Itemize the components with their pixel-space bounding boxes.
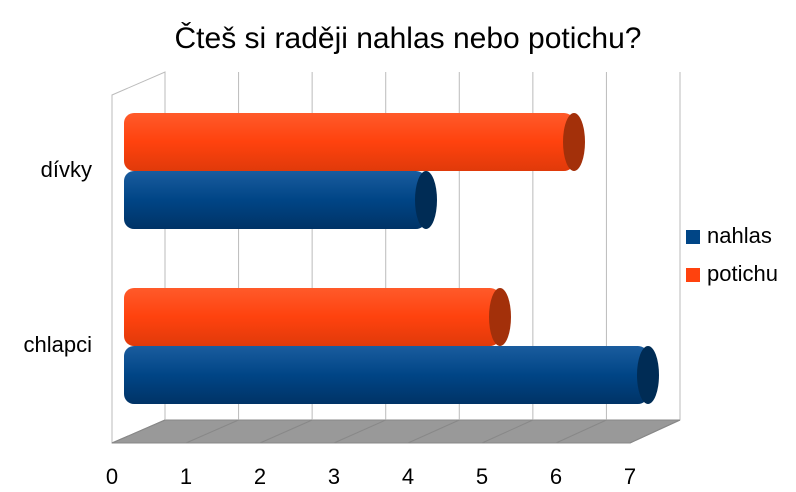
floor-grid-line <box>111 419 166 444</box>
x-tick-label: 3 <box>328 464 340 489</box>
bar-cap <box>563 113 585 171</box>
floor-grid-line <box>481 419 534 444</box>
y-tick-label: dívky <box>41 157 92 182</box>
x-tick-label: 4 <box>402 464 414 489</box>
floor-grid-line <box>555 419 607 444</box>
x-tick-label: 0 <box>106 464 118 489</box>
bar-cap <box>415 171 437 229</box>
bar <box>124 346 659 404</box>
bar-body <box>124 346 648 404</box>
bar-body <box>124 171 426 229</box>
bar-cap <box>637 346 659 404</box>
chart-title: Čteš si raději nahlas nebo potichu? <box>175 21 642 55</box>
x-tick-label: 5 <box>476 464 488 489</box>
floor <box>111 419 681 444</box>
floor-grid-line <box>333 419 386 444</box>
x-tick-label: 6 <box>550 464 562 489</box>
floor-grid-line <box>629 419 681 444</box>
legend-label: nahlas <box>707 223 772 248</box>
floor-grid-line <box>407 419 460 444</box>
bar <box>124 171 437 229</box>
floor-grid-line <box>259 419 313 444</box>
x-tick-label: 1 <box>180 464 192 489</box>
floor-grid-line <box>185 419 239 444</box>
x-tick-label: 7 <box>624 464 636 489</box>
x-tick-label: 2 <box>254 464 266 489</box>
bar <box>124 113 585 171</box>
y-tick-label: chlapci <box>24 332 92 357</box>
bar-cap <box>489 288 511 346</box>
bar <box>124 288 511 346</box>
legend-swatch <box>686 230 700 244</box>
legend-label: potichu <box>707 261 778 286</box>
bar-body <box>124 288 500 346</box>
legend-swatch <box>686 268 700 282</box>
bar-body <box>124 113 574 171</box>
